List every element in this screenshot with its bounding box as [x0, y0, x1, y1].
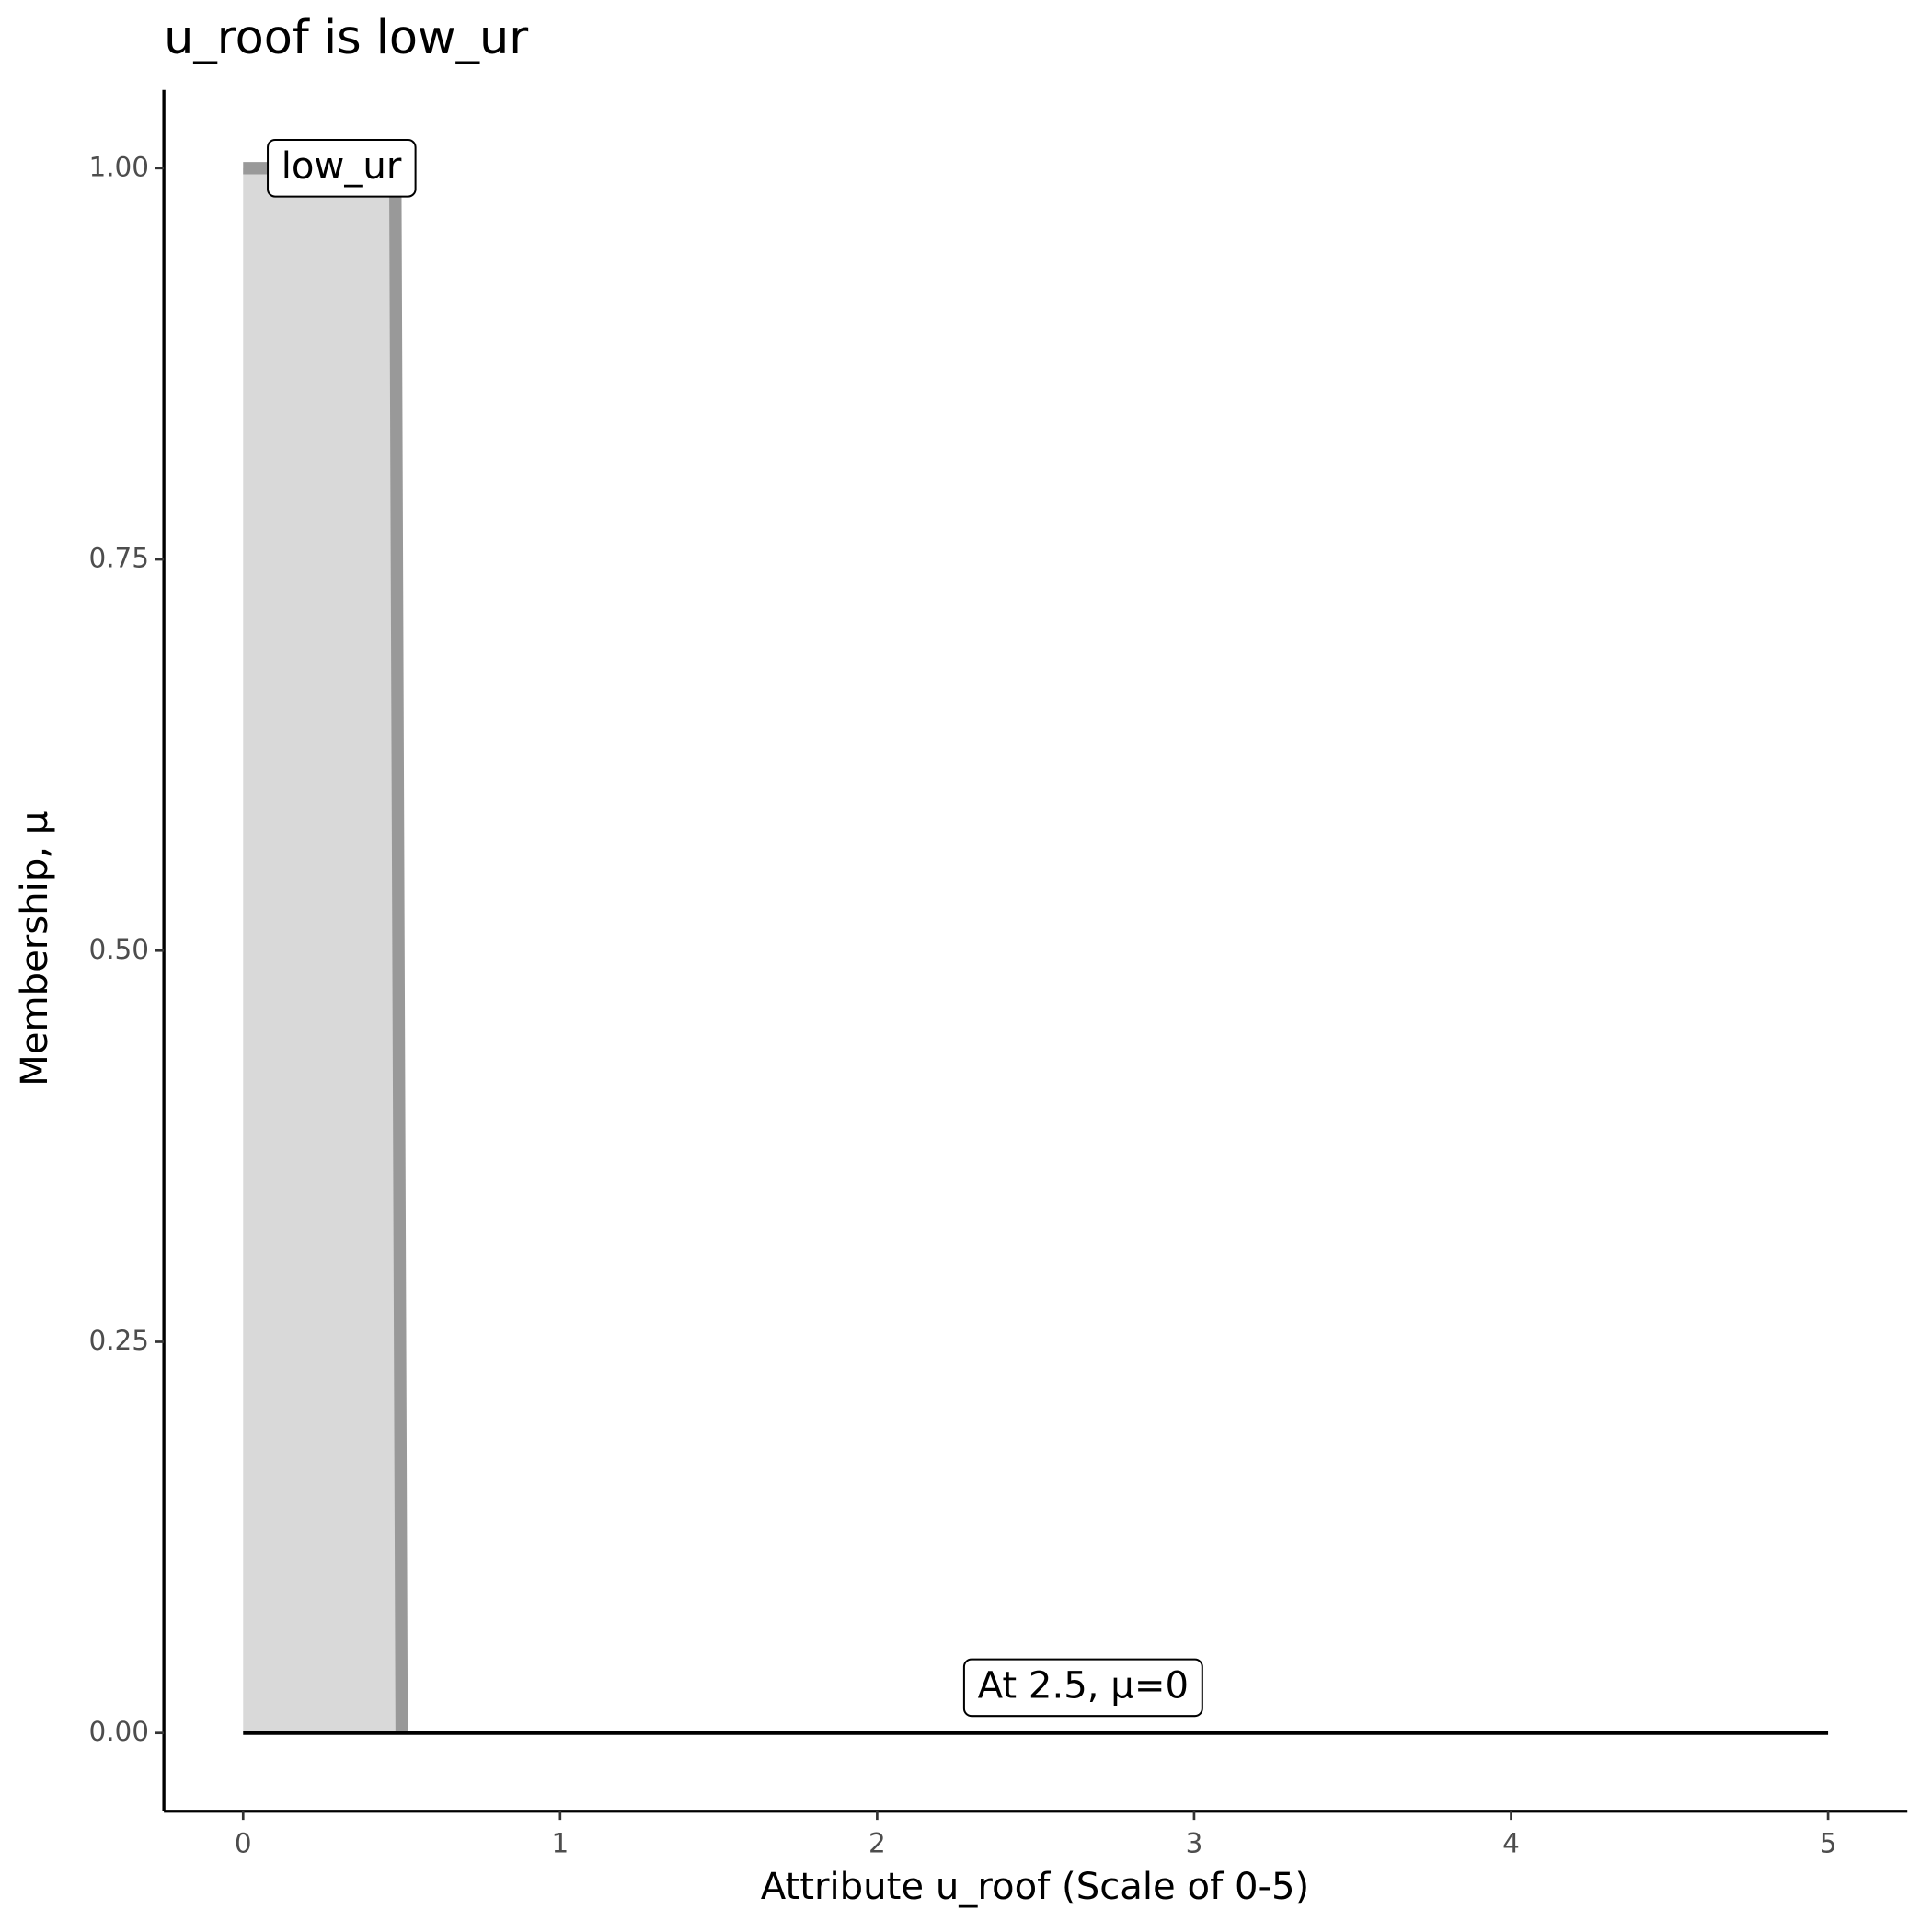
x-tick-label: 1: [551, 1827, 569, 1858]
membership-area: [243, 167, 402, 1733]
annotation-label: low_ur: [282, 145, 402, 188]
y-axis-title: Membership, μ: [14, 811, 56, 1087]
x-tick-label: 0: [235, 1827, 252, 1858]
x-tick-label: 3: [1186, 1827, 1203, 1858]
y-tick-label: 0.75: [88, 543, 149, 574]
annotation: low_ur: [267, 139, 417, 198]
x-axis-title: Attribute u_roof (Scale of 0-5): [761, 1866, 1309, 1908]
annotation: At 2.5, μ=0: [962, 1658, 1203, 1718]
x-tick-label: 4: [1502, 1827, 1520, 1858]
x-tick-label: 5: [1820, 1827, 1837, 1858]
annotation-box: [962, 1658, 1203, 1718]
y-tick-label: 1.00: [88, 151, 149, 182]
annotation-box: [267, 139, 417, 198]
x-tick-label: 2: [868, 1827, 886, 1858]
annotation-label: At 2.5, μ=0: [978, 1664, 1189, 1707]
y-tick-label: 0.00: [88, 1716, 149, 1747]
y-tick-label: 0.25: [88, 1325, 149, 1356]
y-tick-label: 0.50: [88, 934, 149, 965]
chart-title: u_roof is low_ur: [164, 11, 528, 65]
